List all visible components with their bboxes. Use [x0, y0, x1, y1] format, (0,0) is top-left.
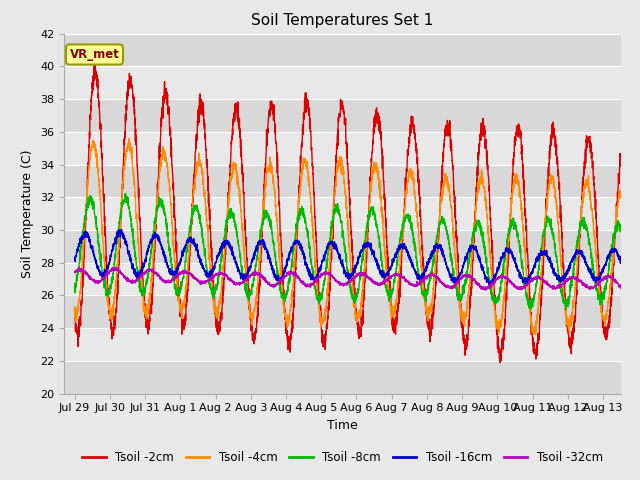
Y-axis label: Soil Temperature (C): Soil Temperature (C)	[22, 149, 35, 278]
Bar	[64, 197, 621, 230]
Bar	[64, 230, 621, 263]
Text: VR_met: VR_met	[70, 48, 120, 61]
Legend: Tsoil -2cm, Tsoil -4cm, Tsoil -8cm, Tsoil -16cm, Tsoil -32cm: Tsoil -2cm, Tsoil -4cm, Tsoil -8cm, Tsoi…	[77, 446, 607, 469]
Bar	[64, 99, 621, 132]
Bar	[64, 66, 621, 99]
Bar	[64, 328, 621, 361]
Bar	[64, 165, 621, 197]
X-axis label: Time: Time	[327, 419, 358, 432]
Bar	[64, 263, 621, 295]
Bar	[64, 34, 621, 66]
Bar	[64, 132, 621, 165]
Title: Soil Temperatures Set 1: Soil Temperatures Set 1	[252, 13, 433, 28]
Bar	[64, 361, 621, 394]
Bar	[64, 295, 621, 328]
